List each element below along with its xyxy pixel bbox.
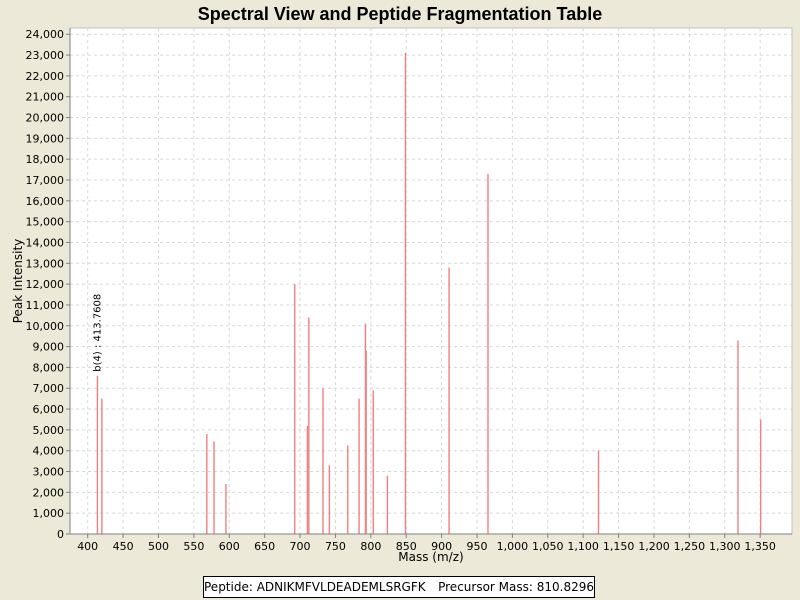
y-tick-label: 10,000 <box>26 320 65 333</box>
x-axis-label: Mass (m/z) <box>398 550 463 564</box>
plot-area <box>69 27 793 535</box>
peak-annotations: b(4) : 413.7608 <box>92 294 103 372</box>
y-tick-label: 21,000 <box>26 91 65 104</box>
y-tick-label: 8,000 <box>33 361 65 374</box>
x-tick-label: 550 <box>183 540 204 553</box>
peak-series <box>96 52 762 534</box>
x-tick-label: 950 <box>467 540 488 553</box>
y-tick-label: 4,000 <box>33 445 65 458</box>
x-tick-label: 700 <box>290 540 311 553</box>
peptide-label: Peptide: ADNIKMFVLDEADEMLSRGFK <box>204 580 426 594</box>
x-tick-label: 1,150 <box>603 540 635 553</box>
x-tick-label: 650 <box>254 540 275 553</box>
y-tick-label: 2,000 <box>33 486 65 499</box>
chart-title: Spectral View and Peptide Fragmentation … <box>198 4 602 24</box>
y-tick-label: 5,000 <box>33 424 65 437</box>
x-tick-label: 500 <box>148 540 169 553</box>
y-axis-label: Peak Intensity <box>11 239 25 324</box>
y-tick-label: 0 <box>57 528 64 541</box>
y-tick-label: 6,000 <box>33 403 65 416</box>
x-tick-label: 1,000 <box>497 540 529 553</box>
x-tick-label: 1,300 <box>709 540 741 553</box>
y-tick-label: 20,000 <box>26 112 65 125</box>
y-tick-label: 1,000 <box>33 507 65 520</box>
precursor-mass-label: Precursor Mass: 810.8296 <box>438 580 594 594</box>
y-tick-label: 17,000 <box>26 174 65 187</box>
y-tick-label: 12,000 <box>26 278 65 291</box>
x-tick-label: 400 <box>77 540 98 553</box>
x-tick-label: 450 <box>113 540 134 553</box>
x-tick-label: 900 <box>431 540 452 553</box>
x-tick-label: 850 <box>396 540 417 553</box>
x-tick-label: 1,100 <box>567 540 599 553</box>
x-tick-label: 1,350 <box>744 540 776 553</box>
y-tick-label: 11,000 <box>26 299 65 312</box>
axes <box>69 28 792 535</box>
y-tick-label: 14,000 <box>26 236 65 249</box>
y-tick-label: 16,000 <box>26 195 65 208</box>
peptide-info-box: Peptide: ADNIKMFVLDEADEMLSRGFK Precursor… <box>203 576 595 598</box>
y-tick-label: 22,000 <box>26 70 65 83</box>
x-tick-label: 600 <box>219 540 240 553</box>
peak-annotation-label: b(4) : 413.7608 <box>92 294 103 372</box>
gridlines <box>70 28 792 535</box>
y-tick-label: 24,000 <box>26 28 65 41</box>
y-tick-label: 9,000 <box>33 341 65 354</box>
x-tick-label: 1,050 <box>532 540 564 553</box>
y-tick-label: 15,000 <box>26 216 65 229</box>
y-tick-label: 7,000 <box>33 382 65 395</box>
x-tick-label: 1,250 <box>674 540 706 553</box>
y-tick-label: 3,000 <box>33 466 65 479</box>
y-tick-label: 13,000 <box>26 257 65 270</box>
x-axis-ticks: 400 450 500 550 600 650 700 750 800 850 900 950 1,00… <box>77 534 776 553</box>
y-tick-label: 19,000 <box>26 132 65 145</box>
x-tick-label: 800 <box>360 540 381 553</box>
y-axis-ticks: 0 1,000 2,000 3,000 4,000 5,000 6,000 7,000 8,00… <box>26 28 70 541</box>
y-tick-label: 18,000 <box>26 153 65 166</box>
x-tick-label: 750 <box>325 540 346 553</box>
y-tick-label: 23,000 <box>26 49 65 62</box>
x-tick-label: 1,200 <box>638 540 670 553</box>
